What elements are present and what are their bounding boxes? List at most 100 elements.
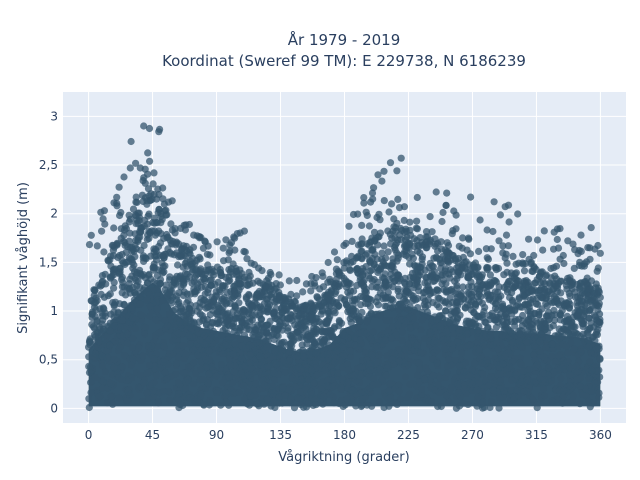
data-point <box>547 264 555 273</box>
data-point <box>549 322 558 330</box>
data-point <box>245 371 253 379</box>
data-point <box>203 250 211 258</box>
data-point <box>412 224 420 232</box>
data-point <box>549 340 557 348</box>
data-point <box>270 308 278 316</box>
data-point <box>100 248 108 256</box>
data-point <box>490 316 498 324</box>
data-point <box>570 345 578 353</box>
data-point <box>417 326 425 334</box>
data-point <box>242 344 250 352</box>
data-point <box>88 377 96 385</box>
data-point <box>101 368 109 376</box>
data-point <box>307 299 315 307</box>
data-point <box>572 362 580 370</box>
data-point <box>426 213 434 221</box>
data-point <box>149 180 157 188</box>
data-point <box>495 404 503 412</box>
data-point <box>457 292 465 300</box>
data-point <box>540 353 548 361</box>
data-point <box>495 237 503 245</box>
data-point <box>362 285 370 293</box>
data-point <box>541 280 549 288</box>
data-point <box>317 353 325 362</box>
data-point <box>174 329 182 337</box>
data-point <box>270 397 278 405</box>
data-point <box>363 250 371 258</box>
data-point <box>335 271 343 279</box>
data-point <box>139 352 147 360</box>
data-point <box>153 305 161 313</box>
data-point <box>235 389 243 397</box>
data-point <box>281 368 289 376</box>
data-point <box>502 231 511 239</box>
data-point <box>155 128 163 136</box>
data-point <box>492 323 500 331</box>
data-point <box>167 220 175 228</box>
data-point <box>124 258 132 266</box>
data-point <box>378 375 386 384</box>
data-point <box>520 267 529 275</box>
data-point <box>220 257 228 265</box>
data-point <box>173 292 181 300</box>
data-point <box>421 375 429 383</box>
data-point <box>424 301 432 309</box>
data-point <box>428 269 436 277</box>
data-point <box>200 400 208 408</box>
data-point <box>213 238 221 246</box>
data-point <box>98 272 106 280</box>
data-point <box>340 264 348 272</box>
data-point <box>116 344 124 352</box>
data-point <box>519 291 527 299</box>
data-point <box>352 402 360 410</box>
data-point <box>596 354 604 362</box>
data-point <box>132 193 140 201</box>
data-point <box>352 307 360 315</box>
data-point <box>106 290 114 298</box>
data-point <box>296 388 304 396</box>
data-point <box>378 177 386 185</box>
data-point <box>145 234 153 242</box>
data-point <box>441 345 449 353</box>
data-point <box>123 339 132 347</box>
data-point <box>248 303 256 311</box>
x-tick-label: 45 <box>145 428 160 442</box>
data-point <box>499 242 507 250</box>
data-point <box>134 383 142 391</box>
y-tick-label: 0 <box>50 401 58 415</box>
data-point <box>300 353 308 361</box>
data-point <box>390 215 398 223</box>
data-point <box>568 322 576 330</box>
data-point <box>467 278 475 286</box>
data-point <box>487 372 495 380</box>
y-tick-label: 1,5 <box>39 255 58 269</box>
data-point <box>413 341 421 349</box>
data-point <box>430 277 439 285</box>
data-point <box>486 403 494 412</box>
data-point <box>124 397 132 405</box>
data-point <box>354 210 362 218</box>
data-point <box>524 316 532 324</box>
y-tick-label: 0,5 <box>39 353 58 367</box>
y-tick-label: 3 <box>50 109 58 123</box>
data-point <box>523 376 532 384</box>
data-point <box>387 240 395 248</box>
data-point <box>129 205 138 213</box>
data-point <box>508 376 516 384</box>
data-point <box>324 258 332 267</box>
data-point <box>139 254 147 262</box>
data-point <box>291 321 299 329</box>
data-point <box>180 355 188 363</box>
data-point <box>465 319 473 327</box>
data-point <box>489 386 497 394</box>
data-point <box>240 247 248 256</box>
data-point <box>565 304 574 312</box>
data-point <box>208 363 216 371</box>
data-point <box>225 335 233 343</box>
data-point <box>323 350 331 358</box>
data-point <box>548 353 556 361</box>
data-point <box>520 285 528 294</box>
data-point <box>293 292 301 300</box>
data-point <box>113 193 121 201</box>
data-point <box>516 326 524 334</box>
